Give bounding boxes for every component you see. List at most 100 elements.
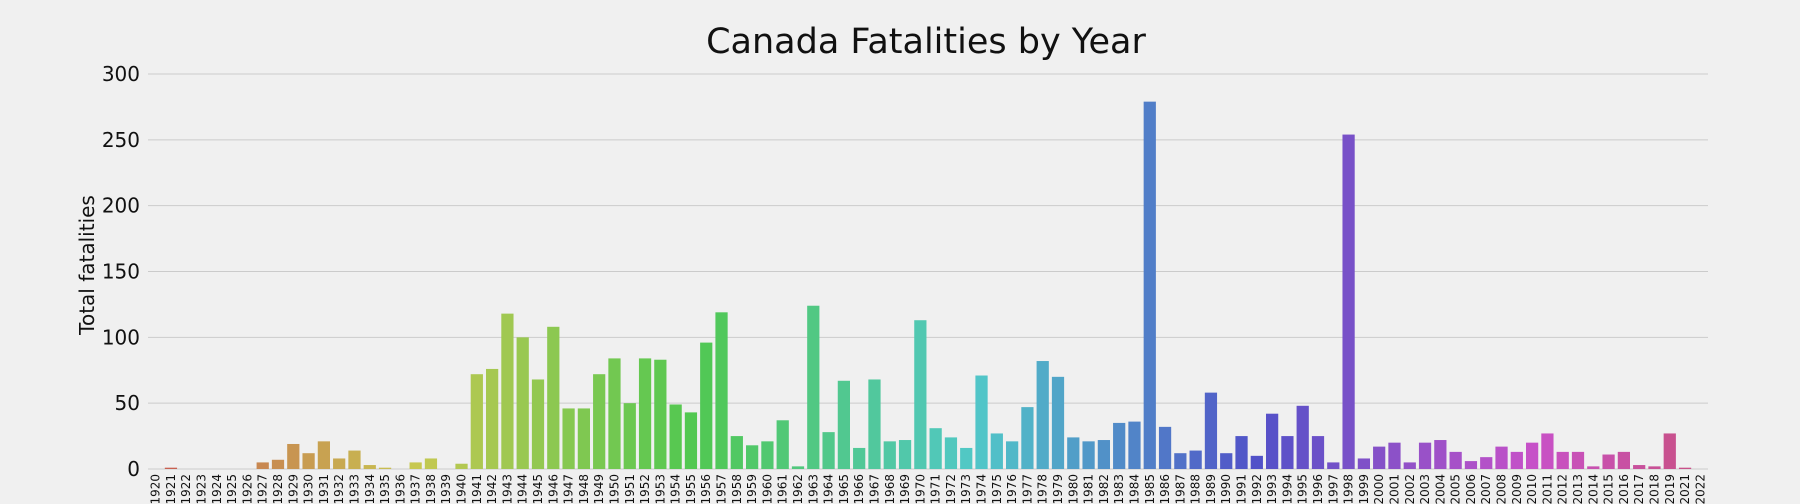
bar-1949: [593, 374, 606, 469]
bar-1937: [409, 462, 422, 469]
bar-1976: [1006, 441, 1019, 469]
y-tick-label: 300: [102, 62, 140, 86]
x-tick-label: 1942: [485, 474, 499, 504]
bar-1961: [776, 420, 789, 469]
bar-1992: [1250, 455, 1263, 469]
x-tick-label: 1949: [592, 474, 606, 504]
x-tick-label: 1922: [179, 474, 193, 504]
x-tick-label: 1929: [286, 474, 300, 504]
x-tick-label: 1992: [1250, 474, 1264, 504]
x-tick-label: 1956: [699, 474, 713, 504]
bar-2006: [1464, 461, 1478, 469]
bar-1935: [378, 467, 392, 469]
bar-1986: [1158, 426, 1172, 469]
x-tick-label: 1989: [1204, 474, 1218, 504]
x-tick-label: 2017: [1632, 474, 1646, 504]
x-tick-label: 1944: [516, 474, 530, 504]
bar-1997: [1327, 462, 1340, 469]
x-tick-label: 1941: [470, 474, 484, 504]
y-tick-label: 200: [102, 194, 140, 218]
x-tick-label: 2001: [1387, 474, 1401, 504]
y-axis-label: Total fatalities: [75, 195, 99, 336]
bar-1958: [730, 436, 743, 469]
x-tick-label: 1981: [1082, 474, 1096, 504]
x-tick-label: 1975: [990, 474, 1004, 504]
bar-2012: [1556, 451, 1569, 469]
bar-1941: [470, 374, 483, 469]
x-tick-label: 1931: [317, 474, 331, 504]
x-tick-label: 1955: [684, 474, 698, 504]
x-tick-label: 1934: [363, 474, 377, 504]
x-tick-label: 1950: [607, 474, 621, 504]
x-tick-label: 2015: [1602, 474, 1616, 504]
x-tick-label: 1987: [1173, 474, 1187, 504]
x-tick-label: 1961: [776, 474, 790, 504]
x-tick-label: 2019: [1663, 474, 1677, 504]
x-tick-label: 1979: [1051, 474, 1065, 504]
x-tick-label: 1976: [1005, 474, 1019, 504]
x-tick-label: 1990: [1219, 474, 1233, 504]
bar-1965: [837, 380, 850, 469]
bar-1963: [807, 305, 820, 469]
x-tick-label: 1978: [1036, 474, 1050, 504]
bar-1942: [486, 368, 499, 469]
bar-1946: [547, 326, 560, 469]
x-tick-label: 1946: [546, 474, 560, 504]
x-tick-label: 1972: [944, 474, 958, 504]
x-tick-label: 1977: [1020, 474, 1034, 504]
bar-2002: [1403, 462, 1416, 469]
bar-1991: [1235, 436, 1248, 469]
x-tick-label: 1958: [730, 474, 744, 504]
x-tick-label: 1936: [393, 474, 407, 504]
x-tick-label: 1926: [240, 474, 254, 504]
x-tick-label: 1964: [822, 474, 836, 504]
y-tick-label: 50: [115, 391, 140, 415]
x-tick-label: 1947: [562, 474, 576, 504]
bar-2007: [1480, 457, 1493, 469]
x-tick-label: 1970: [913, 474, 927, 504]
bar-1962: [791, 466, 805, 469]
y-tick-label: 150: [102, 260, 140, 284]
x-tick-label: 2011: [1540, 474, 1554, 504]
x-tick-label: 1930: [302, 474, 316, 504]
x-tick-label: 1983: [1112, 474, 1126, 504]
x-tick-label: 1984: [1127, 474, 1141, 504]
x-tick-label: 2018: [1647, 474, 1661, 504]
x-tick-label: 2014: [1586, 474, 1600, 504]
bar-1972: [944, 437, 958, 469]
x-tick-label: 1966: [852, 474, 866, 504]
bar-1947: [562, 408, 575, 469]
bar-1977: [1021, 407, 1034, 469]
x-tick-label: 1935: [378, 474, 392, 504]
x-tick-label: 1924: [210, 474, 224, 504]
bar-1994: [1281, 436, 1294, 469]
bar-1956: [700, 342, 713, 469]
x-tick-label: 1967: [867, 474, 881, 504]
bar-1982: [1097, 440, 1110, 469]
x-tick-label: 1953: [653, 474, 667, 504]
bar-2005: [1449, 451, 1462, 469]
x-tick-label: 2021: [1678, 474, 1692, 504]
x-tick-label: 1957: [715, 474, 729, 504]
bar-1928: [271, 459, 285, 469]
bar-2010: [1526, 442, 1539, 469]
bar-2019: [1663, 433, 1676, 469]
bar-1985: [1143, 101, 1156, 470]
x-tick-label: 1962: [791, 474, 805, 504]
bar-1933: [348, 450, 361, 469]
bar-1980: [1067, 437, 1080, 469]
bar-2014: [1587, 466, 1600, 469]
bar-1973: [960, 447, 973, 469]
bar-1995: [1296, 405, 1309, 469]
x-tick-label: 1974: [975, 474, 989, 504]
x-tick-label: 1963: [806, 474, 820, 504]
grid-lines: [148, 73, 1708, 470]
bar-1927: [256, 462, 269, 469]
x-tick-label: 1951: [623, 474, 637, 504]
x-tick-label: 1997: [1326, 474, 1340, 504]
x-tick-label: 1959: [745, 474, 759, 504]
x-tick-label: 1939: [439, 474, 453, 504]
x-tick-label: 2013: [1571, 474, 1585, 504]
x-tick-label: 1991: [1235, 474, 1249, 504]
